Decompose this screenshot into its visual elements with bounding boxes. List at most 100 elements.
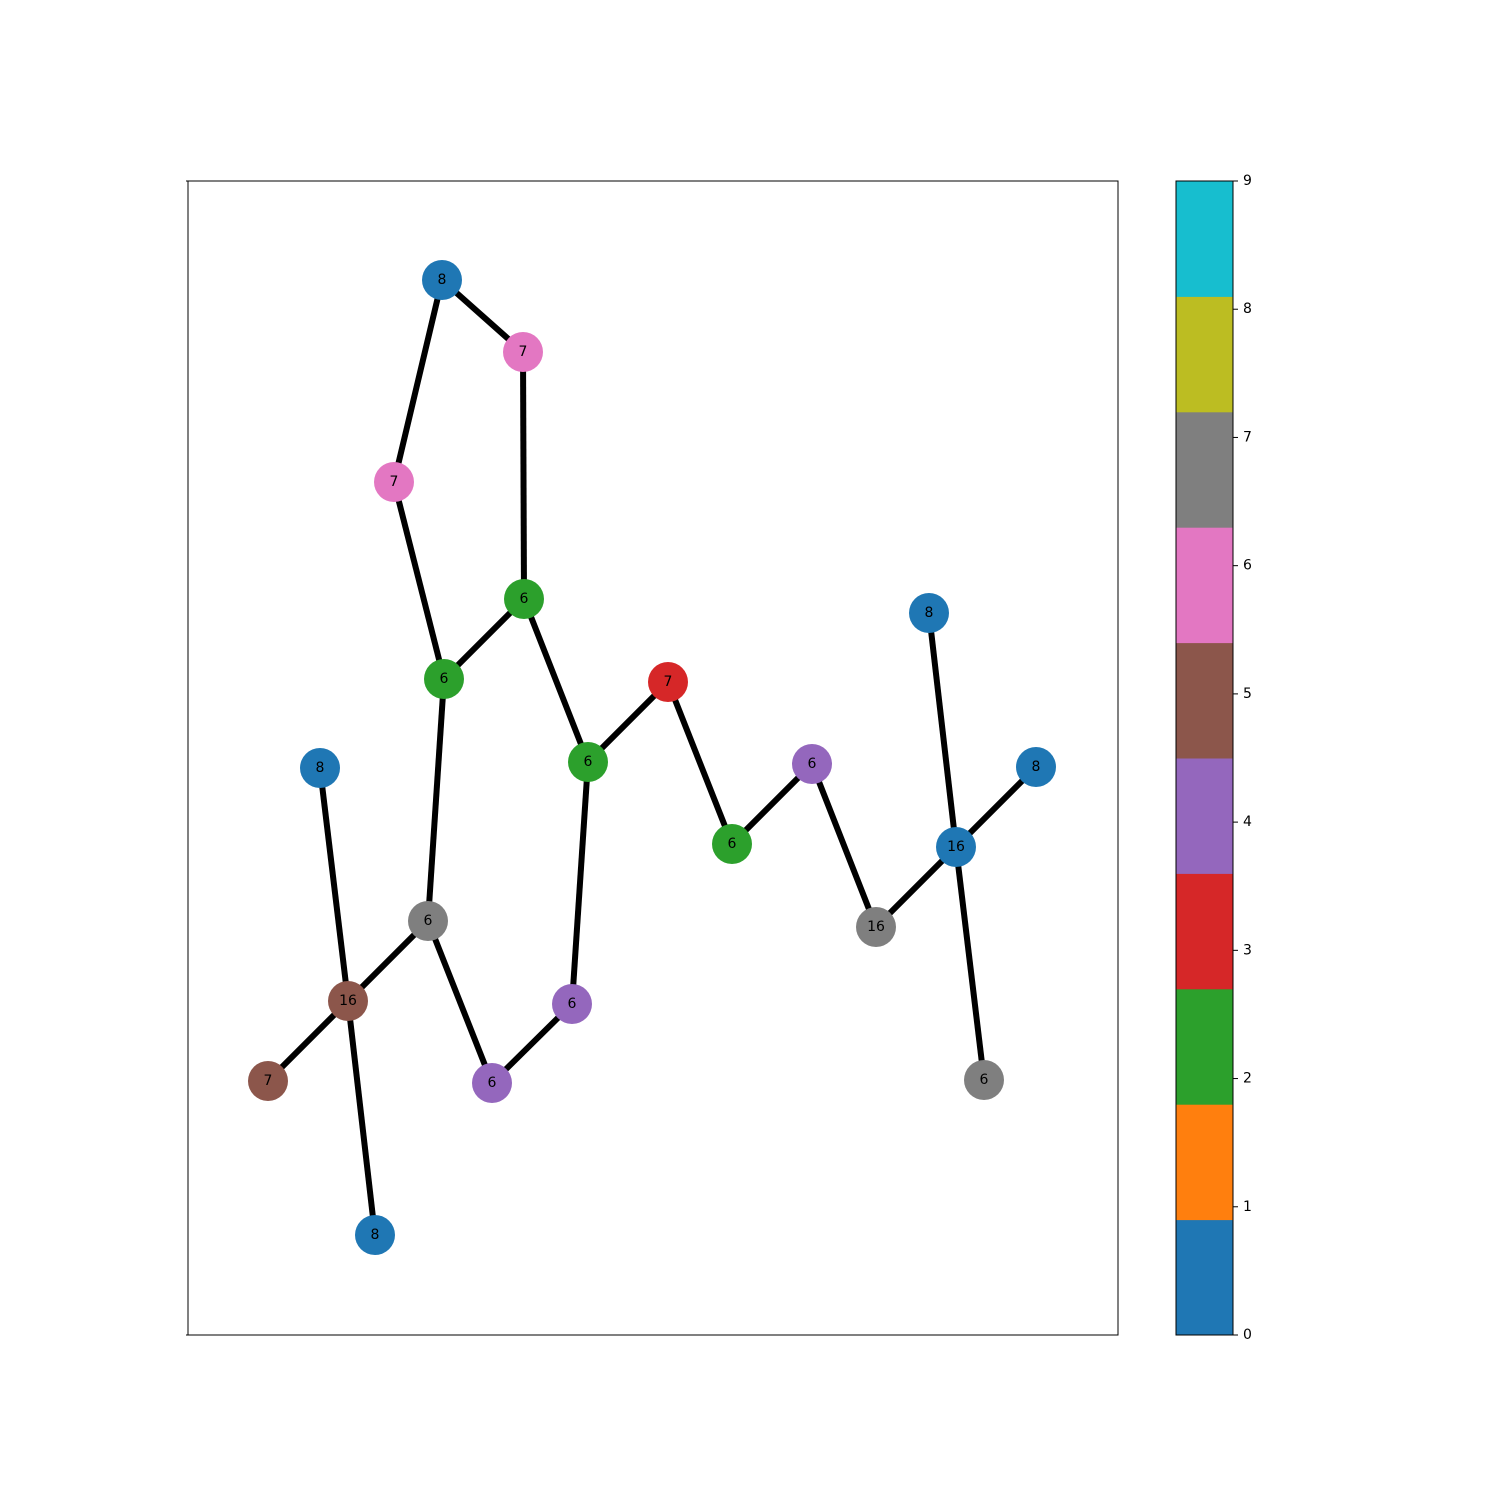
colorbar-segment	[1176, 642, 1233, 759]
node-label: 16	[867, 919, 885, 935]
colorbar-segment	[1176, 873, 1233, 990]
graph-node: 6	[792, 744, 832, 784]
graph-node: 16	[936, 827, 976, 867]
node-circle	[648, 662, 688, 702]
nodes-layer: 8 7 7 6 6 7 6 8 6 8 8 6 16 6 16 16 6 7 6 6 8	[248, 260, 1056, 1255]
colorbar-tick-label: 1	[1243, 1199, 1252, 1215]
node-label: 8	[438, 272, 447, 288]
node-circle	[300, 748, 340, 788]
colorbar-segment	[1176, 758, 1233, 874]
node-circle	[408, 901, 448, 941]
graph-node: 8	[1016, 747, 1056, 787]
node-label: 6	[568, 996, 577, 1012]
graph-node: 7	[248, 1061, 288, 1101]
graph-node: 7	[374, 462, 414, 502]
node-label: 8	[371, 1227, 380, 1243]
colorbar-segment	[1176, 527, 1233, 644]
node-circle	[1016, 747, 1056, 787]
graph-edge	[425, 919, 495, 1085]
colorbar-tick-label: 9	[1243, 173, 1252, 189]
colorbar-segment	[1176, 296, 1233, 413]
node-circle	[552, 984, 592, 1024]
node-label: 6	[424, 913, 433, 929]
graph-node: 8	[300, 748, 340, 788]
colorbar-segment	[1176, 988, 1233, 1105]
colorbar-segment	[1176, 1219, 1233, 1336]
node-label: 6	[520, 591, 529, 607]
graph-edge	[569, 761, 591, 1005]
colorbar-segment	[1176, 181, 1233, 297]
graph-edge	[953, 846, 987, 1081]
colorbar-tick-label: 5	[1243, 686, 1252, 702]
graph-edge	[521, 597, 591, 764]
graph-node: 6	[568, 742, 608, 782]
node-circle	[374, 462, 414, 502]
node-label: 8	[925, 605, 934, 621]
graph-edge	[809, 762, 879, 929]
graph-node: 6	[424, 659, 464, 699]
node-circle	[909, 593, 949, 633]
graph-node: 6	[408, 901, 448, 941]
plot-frame	[187, 180, 1119, 1336]
graph-edge	[391, 279, 445, 483]
node-label: 7	[264, 1073, 273, 1089]
graph-node: 6	[472, 1063, 512, 1103]
node-circle	[472, 1063, 512, 1103]
node-label: 6	[584, 754, 593, 770]
graph-edge	[425, 678, 447, 922]
graph-node: 7	[648, 662, 688, 702]
node-label: 16	[339, 993, 357, 1009]
colorbar-segment	[1176, 411, 1233, 528]
colorbar-tick-label: 8	[1243, 301, 1252, 317]
node-circle	[964, 1060, 1004, 1100]
colorbar-tick-label: 7	[1243, 429, 1252, 445]
graph-edge	[317, 767, 351, 1002]
colorbar-frame	[1175, 180, 1234, 1336]
colorbar-segment	[1176, 1104, 1233, 1221]
node-label: 7	[390, 474, 399, 490]
node-circle	[856, 907, 896, 947]
node-circle	[422, 260, 462, 300]
node-label: 7	[519, 344, 528, 360]
node-label: 16	[947, 839, 965, 855]
graph-edge	[391, 481, 447, 680]
graph-edge	[665, 680, 735, 846]
graph-edge	[345, 1000, 378, 1236]
node-circle	[424, 659, 464, 699]
graph-node: 8	[355, 1215, 395, 1255]
node-circle	[568, 742, 608, 782]
graph-node: 16	[856, 907, 896, 947]
graph-node: 16	[328, 981, 368, 1021]
node-label: 8	[316, 760, 325, 776]
colorbar-tick-label: 0	[1243, 1327, 1252, 1343]
node-circle	[504, 579, 544, 619]
colorbar-tick-label: 2	[1243, 1071, 1252, 1087]
node-circle	[328, 981, 368, 1021]
node-circle	[792, 744, 832, 784]
node-label: 6	[980, 1072, 989, 1088]
node-label: 7	[664, 674, 673, 690]
node-label: 6	[488, 1075, 497, 1091]
node-label: 6	[440, 671, 449, 687]
graph-node: 8	[909, 593, 949, 633]
node-circle	[712, 824, 752, 864]
graph-node: 6	[504, 579, 544, 619]
node-circle	[503, 332, 543, 372]
node-label: 6	[808, 756, 817, 772]
graph-node: 6	[712, 824, 752, 864]
colorbar-tick-label: 4	[1243, 814, 1252, 830]
colorbar-tick-label: 6	[1243, 558, 1252, 574]
colorbar-tick-label: 3	[1243, 942, 1252, 958]
graph-node: 6	[552, 984, 592, 1024]
node-label: 6	[728, 836, 737, 852]
colorbar: 0 1 2 3 4 5 6 7 8 9	[1175, 173, 1252, 1343]
node-circle	[355, 1215, 395, 1255]
node-circle	[936, 827, 976, 867]
graph-edge	[520, 351, 527, 600]
graph-node: 8	[422, 260, 462, 300]
graph-node: 7	[503, 332, 543, 372]
graph-edge	[926, 612, 959, 848]
graph-node: 6	[964, 1060, 1004, 1100]
